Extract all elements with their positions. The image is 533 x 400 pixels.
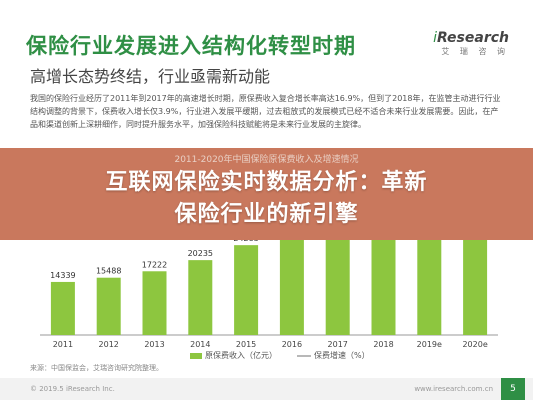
x-tick-label: 2011 (53, 340, 73, 349)
footer: © 2019.5 iResearch Inc. www.iresearch.co… (0, 378, 533, 400)
banner-line-2: 保险行业的新引擎 (174, 202, 359, 227)
x-tick-label: 2020e (462, 340, 487, 349)
x-tick-label: 2016 (282, 340, 302, 349)
legend-line: 保费增速（%） (297, 350, 370, 361)
bar-2012 (96, 277, 121, 335)
legend-line-swatch (297, 354, 311, 357)
bar-2013 (142, 271, 167, 335)
footer-url: www.iresearch.com.cn (414, 385, 493, 393)
bar-value-label: 17222 (142, 260, 167, 269)
x-tick-label: 2018 (373, 340, 393, 349)
bar-2011 (50, 281, 75, 335)
legend-bar-swatch (190, 352, 202, 359)
chart-legend: 原保费收入（亿元） 保费增速（%） (190, 350, 370, 361)
legend-bar: 原保费收入（亿元） (190, 350, 277, 361)
bar-2015 (234, 245, 259, 335)
logo-prefix: i (433, 30, 437, 46)
banner-line-1: 互联网保险实时数据分析：革新 (105, 170, 428, 195)
bar-2014 (188, 260, 213, 335)
bar-value-label: 15488 (96, 267, 121, 276)
x-tick-label: 2014 (190, 340, 210, 349)
page-subtitle: 高增长态势终结，行业亟需新动能 (30, 67, 271, 86)
iresearch-logo: iResearch 艾 瑞 咨 询 (433, 30, 509, 57)
bar-value-label: 14339 (50, 271, 75, 280)
x-tick-label: 2012 (99, 340, 119, 349)
x-tick-label: 2019e (417, 340, 442, 349)
headline-banner: 2011-2020年中国保险原保费收入及增速情况 互联网保险实时数据分析：革新 … (0, 148, 533, 240)
footer-copyright: © 2019.5 iResearch Inc. (30, 385, 115, 393)
bar-value-label: 20235 (188, 249, 213, 258)
source-note: 来源：中国保监会，艾瑞咨询研究院整理。 (30, 364, 163, 372)
logo-name: Research (436, 30, 509, 46)
logo-sub: 艾 瑞 咨 询 (441, 47, 509, 56)
x-tick-label: 2017 (328, 340, 348, 349)
page-title: 保险行业发展进入结构化转型时期 (26, 34, 356, 58)
logo-brand: iResearch (433, 30, 509, 46)
legend-bar-label: 原保费收入（亿元） (205, 351, 277, 360)
chart-title: 2011-2020年中国保险原保费收入及增速情况 (174, 155, 359, 165)
intro-paragraph: 我国的保险行业经历了2011年到2017年的高速增长时期，原保费收入复合增长率高… (30, 94, 501, 129)
page-number: 5 (501, 378, 525, 400)
legend-line-label: 保费增速（%） (314, 351, 370, 360)
x-tick-label: 2013 (144, 340, 164, 349)
x-tick-label: 2015 (236, 340, 256, 349)
